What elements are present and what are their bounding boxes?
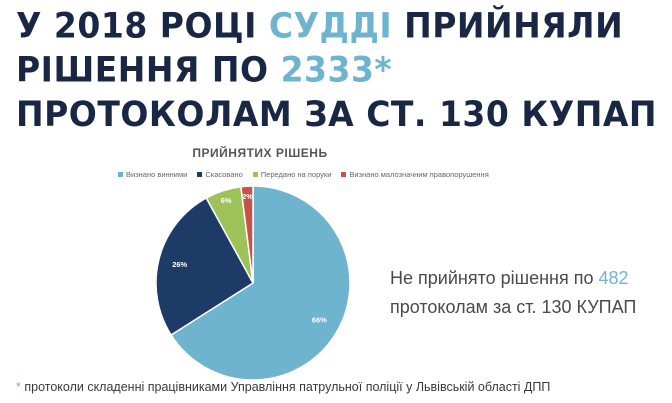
footnote-star: *: [16, 380, 21, 394]
side-note: Не прийнято рішення по 482 протоколам за…: [390, 264, 660, 322]
legend-label: Визнано малозначним правопорушення: [349, 170, 489, 179]
legend-item: Передано на поруки: [252, 170, 332, 179]
side-note-before: Не прийнято рішення по: [390, 268, 599, 288]
legend-swatch: [197, 172, 203, 177]
legend-item: Скасовано: [197, 170, 243, 179]
pie-slice-label: 66%: [312, 315, 327, 324]
legend-item: Визнано малозначним правопорушення: [341, 170, 489, 179]
headline-part-3: ПРОТОКОЛАМ ЗА СТ. 130 КУПАП: [16, 93, 658, 135]
footnote-text: протоколи складенні працівниками Управлі…: [20, 380, 551, 394]
legend-label: Скасовано: [205, 170, 243, 179]
legend-item: Визнано винними: [118, 170, 187, 179]
chart-title: ПРИЙНЯТИХ РІШЕНЬ: [192, 146, 328, 160]
side-note-number: 482: [598, 268, 629, 288]
headline-part-2: ПРИЙНЯЛИ РІШЕННЯ ПО: [16, 5, 624, 91]
chart-legend: Визнано винними Скасовано Передано на пору…: [118, 170, 489, 179]
pie-slice-label: 6%: [221, 196, 232, 205]
headline-highlight-judges: СУДДІ: [268, 5, 393, 47]
legend-swatch: [252, 172, 258, 177]
pie-slice: [240, 185, 254, 284]
legend-label: Передано на поруки: [260, 170, 332, 179]
legend-label: Визнано винними: [126, 170, 188, 179]
headline-highlight-count: 2333*: [280, 49, 393, 91]
pie-slice-label: 26%: [172, 260, 187, 269]
legend-swatch: [341, 172, 347, 177]
headline-part-1: У 2018 РОЦІ: [16, 5, 269, 47]
pie-slice: [170, 185, 351, 381]
side-note-after: протоколам за ст. 130 КУПАП: [390, 297, 637, 317]
pie-slice-label: 2%: [242, 192, 253, 201]
footnote: * протоколи складенні працівниками Управ…: [16, 380, 666, 394]
legend-swatch: [118, 172, 123, 177]
pie-slice: [155, 196, 254, 337]
headline: У 2018 РОЦІ СУДДІ ПРИЙНЯЛИ РІШЕННЯ ПО 23…: [16, 4, 664, 136]
